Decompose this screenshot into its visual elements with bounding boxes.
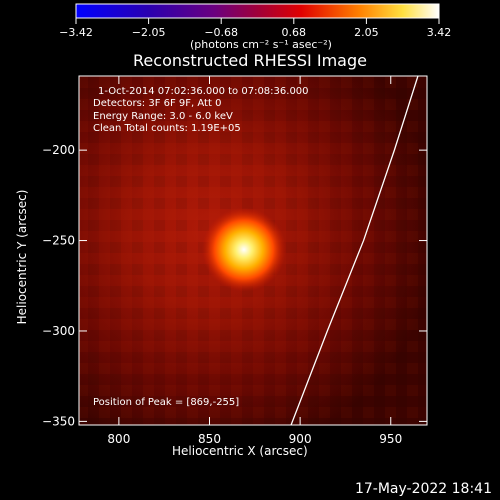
x-tick-label: 900 <box>289 432 312 446</box>
info-time-range: 1-Oct-2014 07:02:36.000 to 07:08:36.000 <box>98 86 309 97</box>
info-energy: Energy Range: 3.0 - 6.0 keV <box>93 111 233 122</box>
x-tick-label: 800 <box>107 432 130 446</box>
solar-limb-curve <box>290 76 419 425</box>
y-tick-label: −250 <box>42 234 75 248</box>
y-tick-label: −350 <box>42 414 75 428</box>
colorbar-tick-label: −3.42 <box>59 26 93 39</box>
colorbar-ticks: −3.42 −2.05 −0.68 0.68 2.05 3.42 <box>59 18 451 39</box>
x-tick-label: 950 <box>379 432 402 446</box>
colorbar: −3.42 −2.05 −0.68 0.68 2.05 3.42 <box>59 3 451 39</box>
colorbar-tick-label: 2.05 <box>354 26 379 39</box>
colorbar-tick-label: 0.68 <box>282 26 307 39</box>
info-detectors: Detectors: 3F 6F 9F, Att 0 <box>93 98 222 109</box>
y-tick-label: −200 <box>42 143 75 157</box>
info-peak-position: Position of Peak = [869,-255] <box>93 397 240 408</box>
colorbar-units: (photons cm⁻² s⁻¹ asec⁻²) <box>190 38 332 51</box>
x-axis-ticks: 800 850 900 950 <box>107 76 402 446</box>
flare-source <box>201 207 286 292</box>
x-tick-label: 850 <box>198 432 221 446</box>
chart-title: Reconstructed RHESSI Image <box>133 51 367 70</box>
plot-frame <box>78 75 428 426</box>
y-axis-ticks: −200 −250 −300 −350 <box>42 143 427 428</box>
y-axis-label: Heliocentric Y (arcsec) <box>15 189 29 325</box>
colorbar-tick-label: 3.42 <box>427 26 452 39</box>
x-axis-label: Heliocentric X (arcsec) <box>172 444 308 458</box>
colorbar-gradient <box>75 3 440 19</box>
timestamp: 17-May-2022 18:41 <box>354 481 492 497</box>
y-tick-label: −300 <box>42 324 75 338</box>
colorbar-tick-label: −0.68 <box>204 26 238 39</box>
info-clean: Clean Total counts: 1.19E+05 <box>93 123 241 134</box>
colorbar-tick-label: −2.05 <box>132 26 166 39</box>
